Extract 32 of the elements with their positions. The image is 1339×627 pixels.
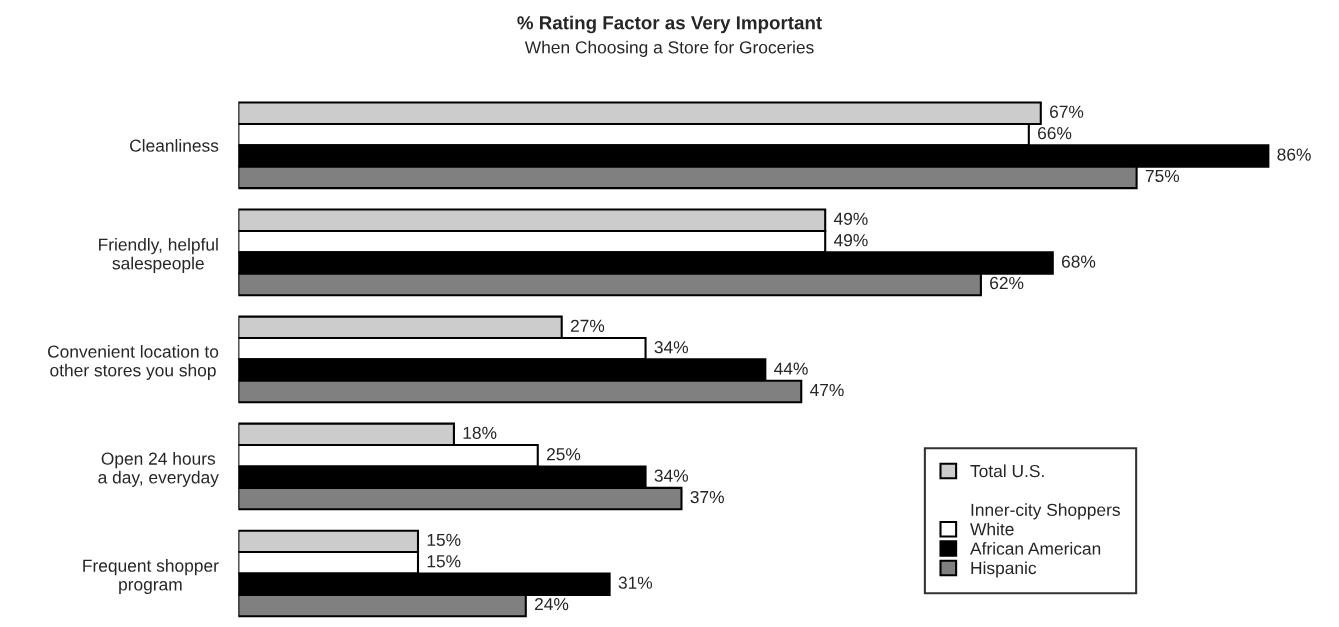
data-label: 34%	[654, 341, 689, 354]
data-label: 18%	[463, 426, 497, 439]
data-label: 15%	[427, 533, 461, 547]
data-label: 34%	[654, 469, 689, 482]
data-label: 49%	[833, 234, 868, 247]
y-tick-label: Convenient location to other stores you shop	[47, 345, 219, 380]
legend-label: Total U.S.	[970, 464, 1044, 478]
y-tick-label: Cleanliness	[130, 139, 219, 152]
data-label: 47%	[809, 383, 844, 397]
data-label: 27%	[570, 319, 605, 332]
data-label: 15%	[427, 555, 461, 568]
y-tick-label: Friendly, helpful salespeople	[99, 238, 218, 273]
data-label: 44%	[774, 362, 808, 375]
data-label: 25%	[546, 448, 581, 461]
data-label: 66%	[1038, 127, 1072, 140]
legend-label: African American	[970, 542, 1101, 555]
data-label: 75%	[1145, 169, 1180, 183]
data-label: 62%	[990, 276, 1024, 290]
y-tick-label: Frequent shopper program	[83, 559, 219, 594]
data-label: 68%	[1061, 255, 1096, 268]
chart-title: % Rating Factor as Very Important	[517, 15, 822, 34]
chart-subtitle: When Choosing a Store for Groceries	[524, 40, 814, 57]
data-label: 24%	[534, 597, 569, 611]
legend-label: Hispanic	[971, 561, 1037, 578]
data-label: 37%	[690, 490, 724, 504]
legend-label: White	[970, 522, 1014, 536]
legend-title: Inner-city Shoppers	[971, 503, 1120, 520]
data-label: 49%	[833, 212, 868, 225]
data-label: 31%	[618, 576, 653, 589]
data-label: 67%	[1050, 105, 1084, 118]
data-label: 86%	[1277, 148, 1311, 161]
y-tick-label: Open 24 hours a day, everyday	[98, 452, 219, 487]
